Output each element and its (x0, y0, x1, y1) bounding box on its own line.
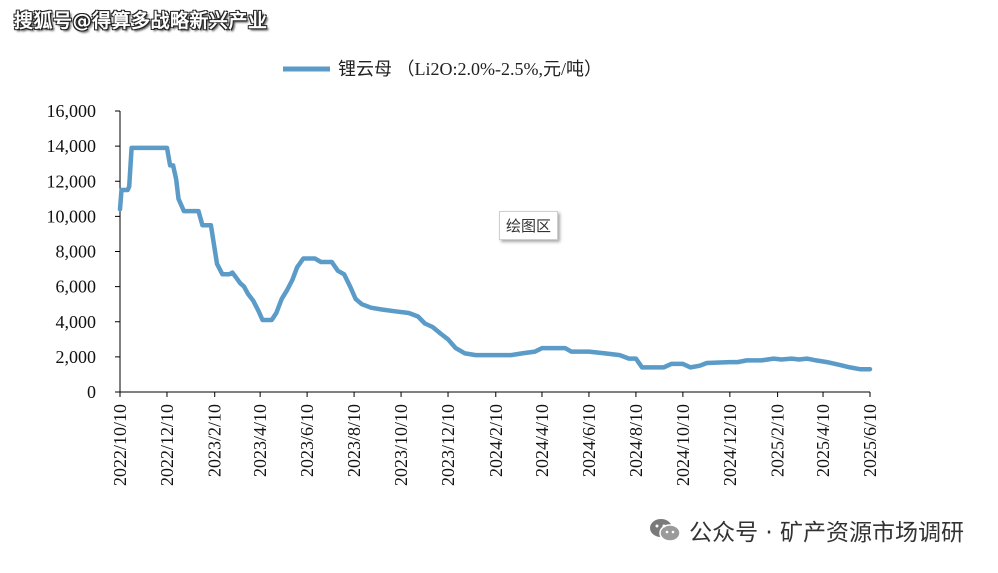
y-axis: 0 2,000 4,000 6,000 8,000 10,000 12,000 14,000 1… (47, 101, 121, 402)
y-tick-label: 12,000 (47, 171, 97, 191)
x-axis: 2022/10/10 2022/12/10 2023/2/10 2023/4/10 20… (110, 391, 880, 486)
watermark-top: 搜狐号@得算多战略新兴产业 (14, 10, 268, 32)
x-tick-label: 2024/6/10 (579, 404, 599, 477)
x-tick-label: 2024/4/10 (532, 404, 552, 477)
y-tick-label: 8,000 (56, 242, 97, 262)
y-tick-label: 14,000 (47, 136, 97, 156)
wechat-icon (650, 519, 681, 542)
x-tick-label: 2024/8/10 (626, 404, 646, 477)
y-tick-label: 4,000 (56, 312, 97, 332)
x-tick-label: 2023/4/10 (250, 404, 270, 477)
x-tick-label: 2023/8/10 (344, 404, 364, 477)
x-tick-label: 2025/4/10 (813, 404, 833, 477)
plot-area (117, 145, 873, 372)
series-line-0 (117, 145, 873, 372)
x-tick-label: 2023/6/10 (297, 404, 317, 477)
y-tick-label: 6,000 (56, 277, 97, 297)
x-tick-label: 2023/10/10 (391, 404, 411, 486)
x-tick-label: 2024/10/10 (673, 404, 693, 486)
x-tick-label: 2023/2/10 (205, 404, 225, 477)
legend: 锂云母 （Li2O:2.0%-2.5%,元/吨） (283, 59, 602, 79)
footer-watermark: 公众号 · 矿产资源市场调研 (649, 513, 964, 547)
x-tick-label: 2023/12/10 (438, 404, 458, 486)
x-tick-label: 2025/2/10 (768, 404, 788, 477)
x-tick-label: 2024/2/10 (486, 404, 506, 477)
y-tick-label: 0 (87, 382, 96, 402)
legend-label: 锂云母 （Li2O:2.0%-2.5%,元/吨） (338, 59, 602, 79)
footer-text: 公众号 · 矿产资源市场调研 (689, 520, 964, 546)
x-tick-label: 2025/6/10 (860, 404, 880, 477)
y-tick-label: 16,000 (47, 101, 97, 121)
y-tick-label: 2,000 (56, 347, 97, 367)
x-tick-label: 2022/10/10 (110, 404, 130, 486)
plot-area-tooltip: 绘图区 (499, 211, 559, 240)
y-tick-label: 10,000 (47, 206, 97, 226)
x-tick-label: 2024/12/10 (720, 404, 740, 486)
x-tick-label: 2022/12/10 (157, 404, 177, 486)
